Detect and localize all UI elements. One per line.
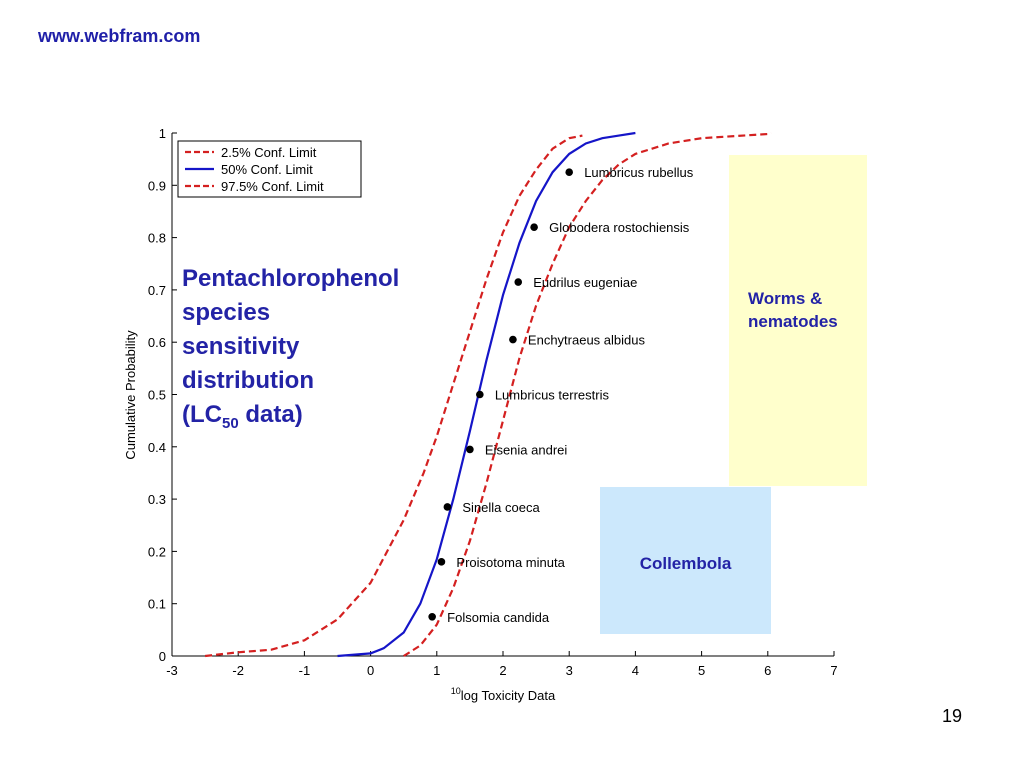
point-label: Lumbricus terrestris (495, 388, 610, 403)
y-tick-label: 1 (159, 126, 166, 141)
x-axis-label: 10log Toxicity Data (451, 686, 556, 703)
annotation-line-1: Pentachlorophenol (182, 265, 400, 292)
series-line-50pct (337, 131, 636, 658)
legend-label: 97.5% Conf. Limit (221, 179, 324, 194)
x-tick-label: 3 (566, 663, 573, 678)
collembola-region: Collembola (600, 487, 771, 634)
y-tick-label: 0.6 (148, 335, 166, 350)
y-axis-label: Cumulative Probability (123, 330, 138, 460)
x-tick-label: 5 (698, 663, 705, 678)
annotation-line-3: sensitivity (182, 333, 300, 360)
point-label: Enchytraeus albidus (528, 333, 646, 348)
point-label: Eudrilus eugeniae (533, 275, 637, 290)
y-tick-label: 0.3 (148, 492, 166, 507)
y-tick-label: 0.4 (148, 440, 166, 455)
x-tick-label: 6 (764, 663, 771, 678)
page-number: 19 (942, 706, 963, 726)
chart-annotation: Pentachlorophenol species sensitivity di… (182, 262, 472, 441)
x-tick-label: -2 (232, 663, 244, 678)
point-label: Eisenia andrei (485, 442, 567, 457)
point-label: Proisotoma minuta (456, 555, 565, 570)
y-tick-label: 0.1 (148, 597, 166, 612)
data-point (514, 278, 523, 286)
y-tick-label: 0.9 (148, 178, 166, 193)
collembola-label: Collembola (639, 554, 732, 573)
annotation-prefix: (LC (182, 401, 222, 428)
x-tick-label: 0 (367, 663, 374, 678)
point-label: Globodera rostochiensis (549, 220, 690, 235)
annotation-line-2: species (182, 299, 271, 326)
series-line-2-5pct (204, 134, 583, 658)
data-point (476, 390, 484, 399)
point-label: Lumbricus rubellus (584, 165, 694, 180)
x-tick-label: 4 (632, 663, 639, 678)
data-point (437, 558, 446, 566)
data-point (428, 612, 436, 621)
x-axis-label-text: log Toxicity Data (461, 688, 556, 703)
y-tick-label: 0.7 (148, 283, 166, 298)
x-tick-label: 1 (433, 663, 440, 678)
x-tick-label: 7 (830, 663, 837, 678)
series-line-97-5pct (403, 131, 772, 657)
y-tick-label: 0.8 (148, 231, 166, 246)
data-point (530, 223, 538, 231)
annotation-subscript: 50 (221, 414, 239, 432)
x-tick-label: -3 (166, 663, 178, 678)
data-point (509, 335, 517, 344)
annotation-line-4: distribution (182, 367, 314, 394)
legend-label: 2.5% Conf. Limit (221, 145, 317, 160)
website-url[interactable]: www.webfram.com (38, 26, 201, 46)
y-tick-label: 0.2 (148, 544, 166, 559)
worms-nematodes-label: Worms & nematodes (748, 289, 838, 331)
data-point (443, 503, 452, 511)
worms-nematodes-region: Worms & nematodes (729, 155, 867, 486)
data-point (466, 445, 474, 454)
point-label: Sinella coeca (462, 500, 540, 515)
annotation-line-5: (LC50 data) (182, 398, 472, 441)
x-tick-label: 2 (499, 663, 506, 678)
x-tick-label: -1 (299, 663, 311, 678)
data-point (565, 168, 573, 177)
y-tick-label: 0.5 (148, 388, 166, 403)
legend-label: 50% Conf. Limit (221, 162, 313, 177)
y-tick-label: 0 (159, 649, 166, 664)
x-axis-label-superscript: 10 (451, 686, 461, 696)
point-label: Folsomia candida (447, 610, 550, 625)
annotation-suffix: data) (238, 401, 303, 428)
